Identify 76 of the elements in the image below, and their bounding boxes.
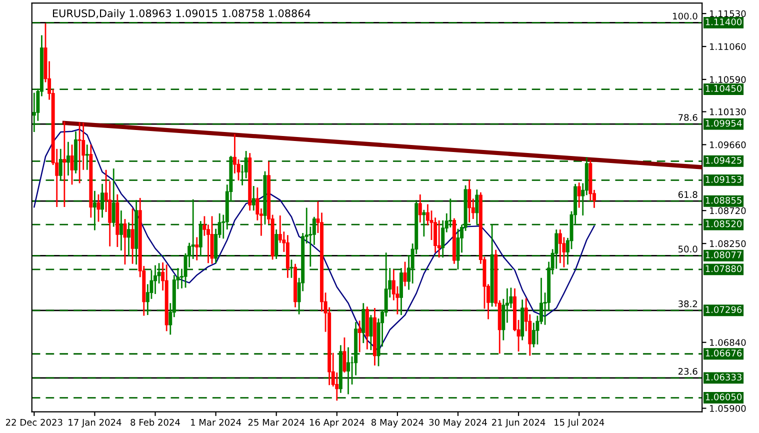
ref-line-label: 1.07296 [706, 306, 742, 314]
candlestick [198, 220, 202, 256]
candlestick [468, 179, 472, 224]
candlestick [558, 228, 562, 264]
candlestick [119, 210, 123, 252]
candlestick [437, 220, 441, 258]
annotation: 50.0 [678, 246, 698, 253]
ref-line-label: 1.06050 [706, 394, 742, 400]
candlestick [154, 264, 157, 295]
y-tick-label: 1.08250 [710, 240, 746, 248]
line-series [34, 128, 595, 352]
x-tick-label: 30 May 2024 [429, 418, 487, 428]
candlestick [358, 320, 362, 353]
y-tick-label: 1.05900 [710, 405, 746, 412]
candlestick [346, 346, 350, 395]
x-tick-label: 8 May 2024 [371, 418, 424, 428]
ref-line-label: 1.08855 [706, 196, 742, 204]
candlestick [92, 190, 96, 231]
y-tick-label: 1.10130 [710, 108, 746, 116]
y-tick-label: 1.06840 [710, 339, 746, 346]
candlestick [130, 208, 134, 265]
candlestick [456, 228, 460, 270]
x-tick-label: 16 Apr 2024 [310, 418, 364, 428]
x-tick-label: 17 Jan 2024 [68, 418, 122, 428]
x-tick-label: 22 Dec 2023 [6, 418, 62, 426]
candlestick [577, 182, 581, 208]
annotation: 23.6 [678, 368, 698, 375]
candlestick [195, 236, 199, 262]
ref-line-label: 1.07880 [706, 265, 742, 272]
candlestick [210, 215, 214, 265]
candlestick [252, 185, 256, 212]
y-tick-label: 1.11530 [710, 10, 746, 18]
ref-line-label: 1.09153 [706, 176, 742, 183]
candlestick [123, 218, 127, 266]
candlestick [475, 188, 479, 225]
candlestick [274, 228, 278, 260]
ref-line-label: 1.08077 [706, 251, 742, 258]
candlestick [448, 198, 452, 228]
candlestick [58, 148, 62, 182]
candlestick [418, 194, 422, 224]
candlestick [362, 302, 366, 344]
annotation: 38.2 [678, 300, 698, 308]
y-tick-label: 1.08720 [710, 207, 746, 214]
x-tick-label: 1 Mar 2024 [191, 418, 242, 426]
ref-line-label: 1.06676 [706, 350, 742, 356]
x-tick-label: 25 Mar 2024 [248, 418, 304, 426]
candlestick [85, 144, 89, 171]
candlestick [403, 261, 407, 287]
candlestick [112, 168, 116, 228]
x-tick-label: 8 Feb 2024 [130, 418, 180, 426]
ref-line-label: 1.11400 [706, 18, 742, 26]
candlestick [422, 209, 426, 238]
candlestick [78, 122, 82, 184]
y-tick-label: 1.10590 [710, 76, 746, 84]
y-tick-label: 1.09660 [710, 141, 746, 148]
candlestick [369, 314, 373, 351]
candlestick [32, 92, 36, 133]
candlestick [342, 336, 346, 374]
text: EURUSD,Daily 1.08963 1.09015 1.08758 1.08864 [53, 9, 310, 20]
candlestick [62, 120, 66, 208]
ref-line-label: 1.06333 [706, 374, 742, 381]
y-tick-label: 1.11060 [710, 43, 746, 50]
ref-line-label: 1.09425 [706, 156, 742, 164]
ref-line-label: 1.09954 [706, 120, 742, 127]
candlestick [100, 183, 104, 218]
x-tick-label: 21 Jun 2024 [492, 418, 546, 428]
annotation: 78.6 [678, 114, 698, 121]
candlestick [66, 141, 70, 176]
ref-line-label: 1.10450 [706, 85, 742, 92]
candlestick [290, 258, 294, 279]
candlestick [96, 194, 100, 222]
ref-line-label: 1.08520 [706, 220, 742, 228]
annotation: 61.8 [678, 191, 698, 198]
annotation: 100.0 [673, 12, 698, 20]
x-tick-label: 15 Jul 2024 [554, 418, 604, 428]
candlestick [127, 222, 130, 257]
